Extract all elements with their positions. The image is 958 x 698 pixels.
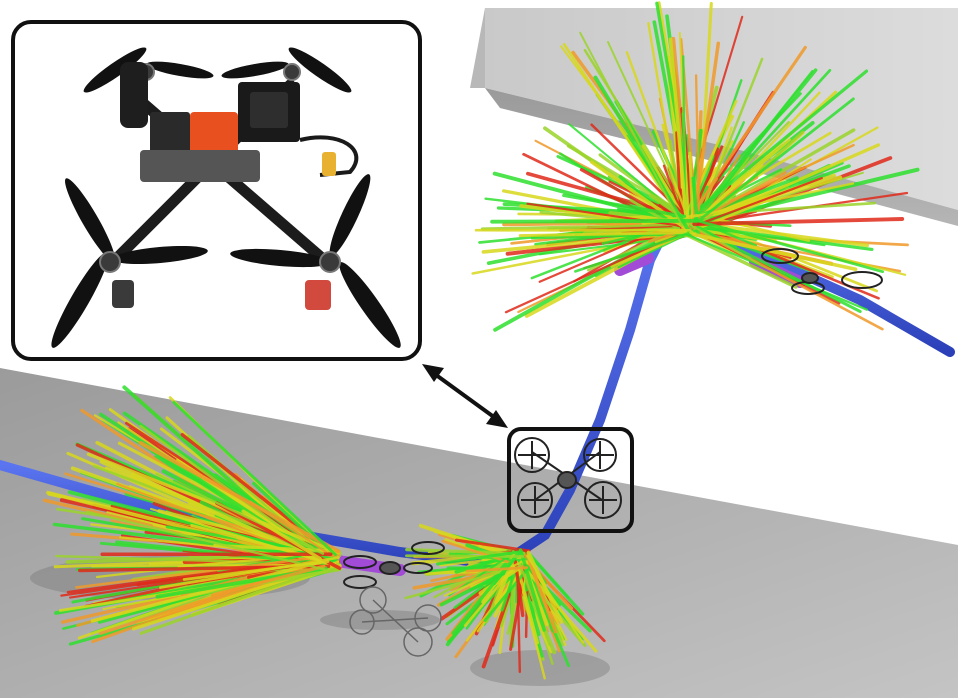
ray-line: [678, 230, 798, 289]
ray-line: [465, 566, 528, 573]
ray-line: [443, 559, 526, 597]
drone-photo: [11, 20, 422, 361]
ray-line: [518, 548, 546, 632]
ray-burst-upper: [471, 1, 920, 332]
ray-line: [562, 193, 687, 219]
ray-line: [692, 217, 905, 227]
drone-shadow: [349, 586, 442, 657]
ray-line: [574, 229, 698, 273]
ray-line: [579, 31, 684, 227]
ray-line: [138, 441, 341, 554]
ray-line: [691, 41, 721, 228]
ray-line: [593, 75, 691, 233]
drone-icon: [514, 437, 622, 519]
drone-icon: [343, 541, 445, 589]
ray-line: [249, 500, 328, 554]
ray-burst-bottom: [404, 523, 606, 680]
ray-line: [693, 68, 818, 220]
ray-line: [689, 69, 869, 218]
ray-line: [454, 538, 527, 552]
drone-highlight-box: [507, 427, 634, 533]
ray-line: [404, 565, 521, 600]
ray-line: [490, 218, 699, 224]
ray-line: [668, 37, 689, 229]
ray-line: [86, 452, 341, 555]
ray-line: [436, 550, 521, 566]
ray-line: [513, 555, 540, 645]
ray-line: [241, 509, 322, 561]
ray-line: [525, 553, 558, 634]
ray-line: [155, 472, 325, 555]
ray-line: [694, 218, 884, 274]
ray-line: [85, 510, 327, 571]
ray-line: [483, 566, 530, 622]
ray-line: [182, 560, 330, 581]
ray-line: [687, 222, 761, 266]
drone-icon: [761, 248, 883, 295]
ray-line: [693, 232, 858, 272]
ray-line: [463, 565, 516, 627]
floor-plane: [0, 368, 958, 698]
ray-line: [690, 97, 855, 228]
ray-burst-left: [42, 385, 342, 646]
ray-line: [405, 554, 524, 558]
double-arrow-icon: [422, 364, 508, 428]
ray-line: [526, 555, 547, 587]
ray-line: [518, 230, 700, 238]
ray-line: [90, 558, 329, 623]
ray-line: [617, 234, 687, 269]
ray-line: [526, 550, 564, 624]
ray-line: [210, 564, 326, 597]
ray-line: [696, 177, 823, 226]
ray-line: [625, 51, 690, 221]
ray-line: [67, 490, 323, 559]
ray-line: [697, 182, 855, 217]
ray-line: [172, 400, 337, 557]
ray-line: [526, 560, 585, 644]
ray-line: [688, 151, 695, 222]
ray-line: [509, 563, 527, 651]
ray-line: [694, 74, 701, 227]
ray-line: [525, 550, 585, 616]
